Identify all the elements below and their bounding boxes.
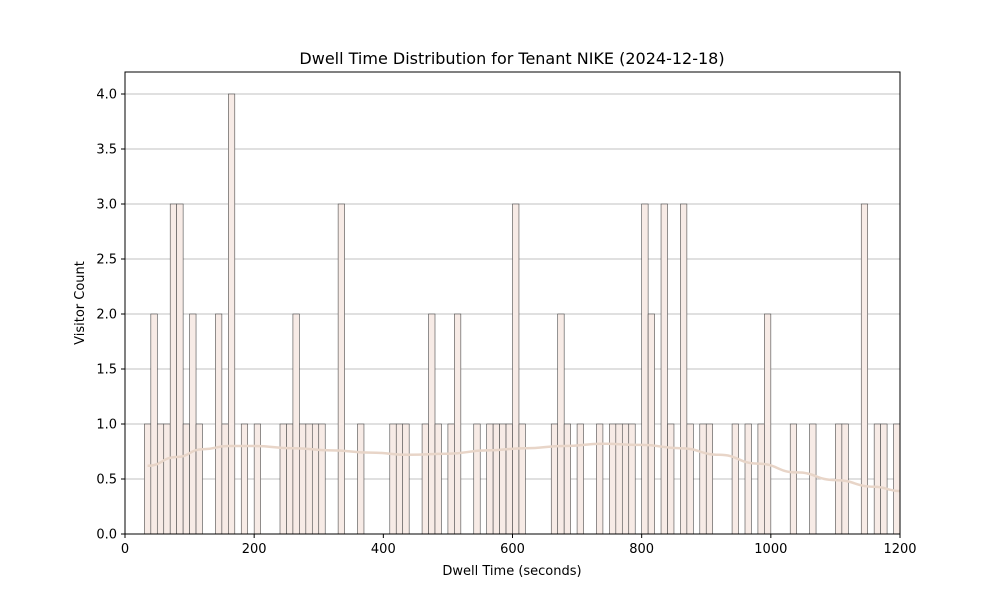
- x-axis-label: Dwell Time (seconds): [442, 564, 581, 579]
- y-tick-label: 1.5: [96, 363, 117, 378]
- histogram-bar: [615, 423, 623, 535]
- histogram-bar: [395, 423, 404, 535]
- histogram-bar: [647, 313, 655, 535]
- histogram-bar: [286, 423, 294, 535]
- histogram-bar: [182, 423, 190, 535]
- y-tick-label: 2.5: [96, 253, 117, 268]
- y-tick-label: 2.0: [96, 308, 117, 323]
- y-tick-label: 3.0: [96, 198, 117, 213]
- histogram-bar: [757, 423, 765, 535]
- histogram-bar: [337, 203, 345, 535]
- histogram-bar: [699, 423, 707, 535]
- chart-title: Dwell Time Distribution for Tenant NIKE …: [299, 49, 724, 68]
- histogram-bar: [893, 423, 901, 535]
- histogram-bar: [150, 313, 158, 535]
- histogram-bar: [576, 423, 584, 535]
- histogram-bar: [563, 423, 571, 535]
- histogram-bar: [454, 313, 462, 535]
- histogram-bar: [486, 423, 494, 535]
- kde-curve-layer: [147, 442, 901, 493]
- histogram-bar: [447, 423, 455, 535]
- histogram-bar: [550, 423, 559, 535]
- histogram-bar: [428, 313, 436, 535]
- histogram-bar: [421, 423, 429, 535]
- histogram-bar: [176, 203, 184, 535]
- histogram-bar: [221, 423, 229, 535]
- x-axis-ticks: 0 200 400 600 800 1000 1200: [121, 534, 917, 557]
- histogram-bar: [628, 423, 636, 535]
- histogram-bar: [705, 423, 714, 535]
- y-tick-label: 0.0: [96, 528, 117, 543]
- histogram-bar: [512, 203, 520, 535]
- histogram-bar: [215, 313, 223, 535]
- histogram-bars: [144, 93, 901, 535]
- histogram-bar: [492, 423, 500, 535]
- histogram-bar: [156, 423, 165, 535]
- histogram-bar: [809, 423, 817, 535]
- x-tick-label: 1000: [754, 542, 787, 557]
- histogram-bar: [279, 423, 287, 535]
- x-tick-label: 0: [121, 542, 129, 557]
- histogram-bar: [505, 423, 513, 535]
- histogram-bar: [686, 423, 694, 535]
- histogram-bar: [789, 423, 797, 535]
- histogram-bar: [873, 423, 881, 535]
- histogram-bar: [299, 423, 307, 535]
- histogram-bar: [764, 313, 772, 535]
- histogram-bar: [499, 423, 507, 535]
- histogram-bar: [228, 93, 236, 535]
- x-tick-label: 600: [500, 542, 525, 557]
- histogram-bar: [402, 423, 410, 535]
- histogram-bar: [880, 423, 888, 535]
- histogram-bar: [744, 423, 752, 535]
- x-tick-label: 800: [629, 542, 654, 557]
- histogram-bar: [557, 313, 565, 535]
- histogram-bar: [841, 423, 849, 535]
- histogram-bar: [680, 203, 688, 535]
- x-tick-label: 200: [242, 542, 267, 557]
- histogram-bar: [169, 203, 177, 535]
- histogram-bar: [731, 423, 739, 535]
- x-tick-label: 400: [371, 542, 396, 557]
- histogram-bar: [240, 423, 249, 535]
- histogram-bar: [609, 423, 617, 535]
- histogram-bar: [311, 423, 320, 535]
- histogram-bar: [144, 423, 152, 535]
- histogram-bar: [621, 423, 630, 535]
- histogram-bar: [305, 423, 313, 535]
- y-tick-label: 0.5: [96, 473, 117, 488]
- histogram-bar: [434, 423, 442, 535]
- histogram-bar: [292, 313, 300, 535]
- histogram-bar: [660, 203, 668, 535]
- histogram-bar: [518, 423, 526, 535]
- histogram-bar: [389, 423, 397, 535]
- histogram-bar: [641, 203, 649, 535]
- histogram-bar: [195, 423, 203, 535]
- histogram-bar: [253, 423, 261, 535]
- x-tick-label: 1200: [883, 542, 916, 557]
- y-tick-label: 4.0: [96, 88, 117, 103]
- histogram-bar: [189, 313, 197, 535]
- histogram-bar: [318, 423, 326, 535]
- y-axis-label: Visitor Count: [73, 261, 88, 345]
- y-tick-label: 1.0: [96, 418, 117, 433]
- histogram-bar: [596, 423, 604, 535]
- histogram-bar: [163, 423, 171, 535]
- y-axis-ticks: 0.0 0.5 1.0 1.5 2.0 2.5 3.0 3.5 4.0: [96, 88, 125, 543]
- histogram-bar: [667, 423, 675, 535]
- y-tick-label: 3.5: [96, 143, 117, 158]
- kde-curve: [147, 442, 901, 493]
- histogram-bar: [473, 423, 481, 535]
- histogram-bar: [357, 423, 365, 535]
